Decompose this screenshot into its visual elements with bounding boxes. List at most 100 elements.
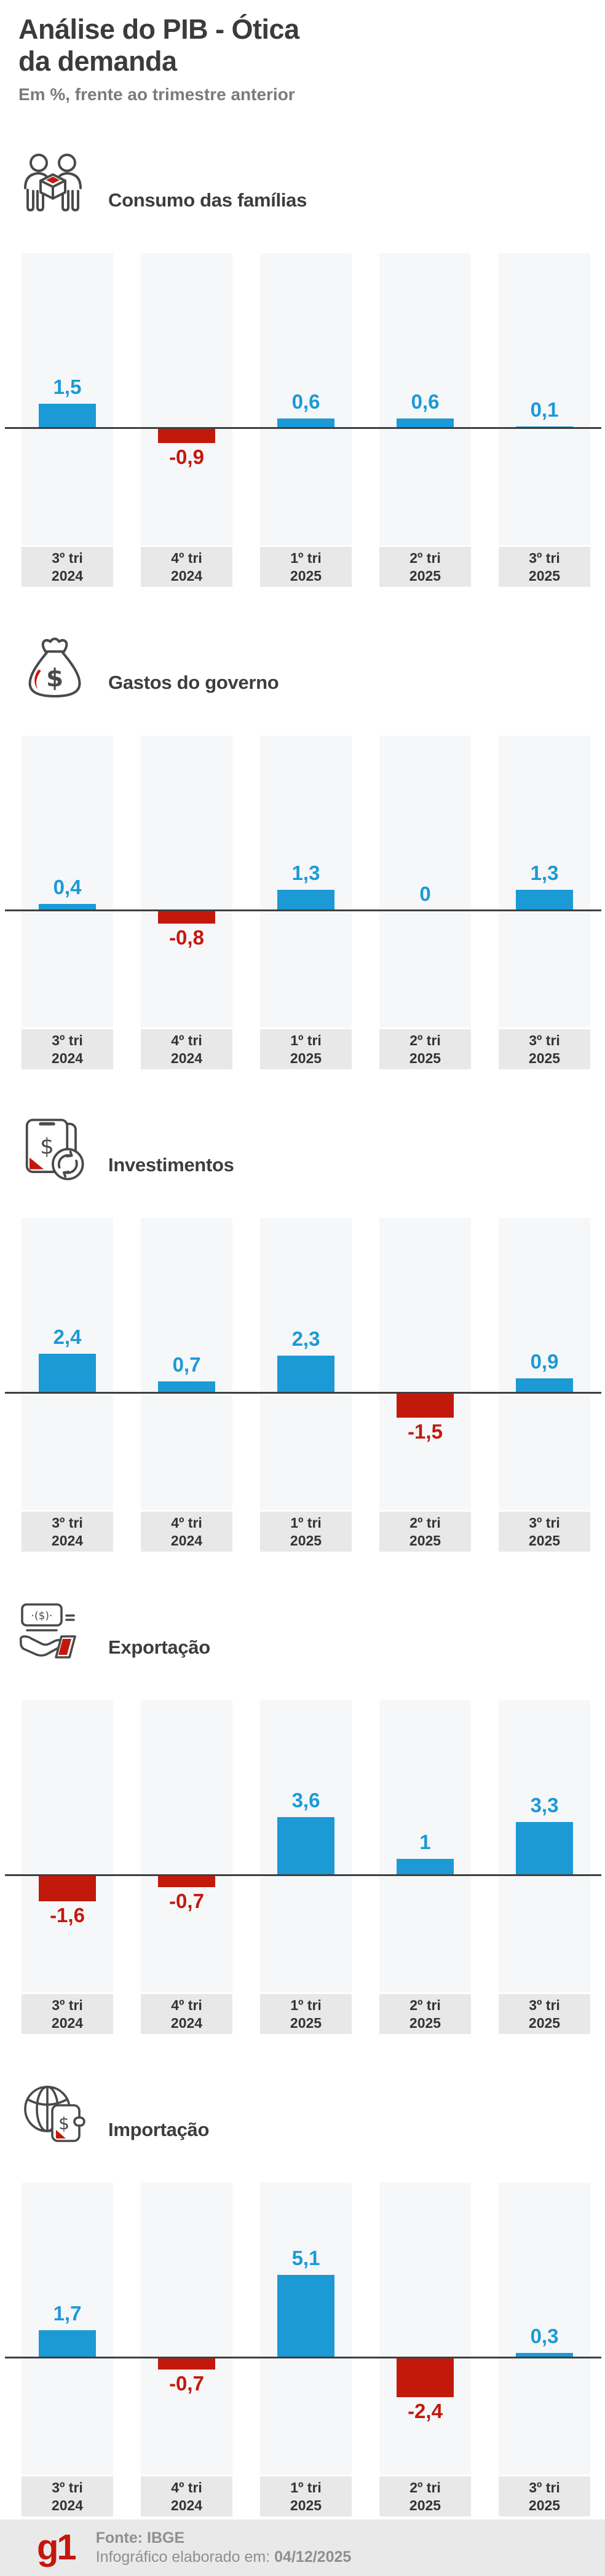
x-axis-label-line1: 3º tri: [529, 2479, 560, 2496]
value-label: 0,7: [172, 1353, 201, 1376]
x-axis-label-line2: 2024: [51, 1050, 84, 1066]
chart-column: 3,3: [499, 1700, 590, 1992]
x-axis-label: 2º tri 2025: [379, 1029, 471, 1069]
x-axis-label-line1: 4º tri: [171, 2479, 202, 2496]
elaborated-label: Infográfico elaborado em:: [95, 2548, 271, 2566]
positive-bar: [277, 418, 334, 428]
chart-column: 2,4: [22, 1218, 113, 1510]
x-axis-label-line1: 1º tri: [290, 2479, 322, 2496]
x-axis-label-line2: 2024: [51, 2497, 84, 2513]
x-axis-label-line1: 2º tri: [409, 1514, 441, 1531]
chart-column: -0,7: [141, 1700, 232, 1992]
value-label: 0,3: [530, 2325, 559, 2347]
positive-bar: [277, 1817, 334, 1875]
positive-bar: [39, 1354, 96, 1393]
elaborated-text: Infográfico elaborado em: 04/12/2025: [96, 2548, 352, 2567]
x-axis-label-line1: 4º tri: [171, 1032, 202, 1048]
globe-wallet-icon: $: [18, 2081, 87, 2146]
infographic-header: Análise do PIB - Ótica da demanda Em %, …: [0, 0, 605, 104]
positive-bar: [516, 890, 573, 911]
x-axis-label-line2: 2025: [409, 1050, 441, 1066]
svg-text:$: $: [58, 2113, 69, 2134]
x-axis-label-line1: 3º tri: [52, 1514, 83, 1531]
x-axis-labels: 3º tri 2024 4º tri 2024 1º tri 2025 2º tri 2025…: [0, 1029, 605, 1069]
chart-column: 1,7: [22, 2183, 113, 2475]
x-axis-label: 3º tri 2024: [22, 547, 113, 587]
money-bag-icon: $: [18, 634, 87, 699]
chart-column: 0,9: [499, 1218, 590, 1510]
x-axis-label-line1: 1º tri: [290, 1997, 322, 2013]
value-label: 0,9: [530, 1350, 559, 1373]
value-label: -0,8: [169, 926, 204, 949]
chart-column: 0,7: [141, 1218, 232, 1510]
x-axis-label-line2: 2024: [170, 2497, 203, 2513]
value-label: 1,5: [53, 375, 82, 398]
x-axis-label: 3º tri 2025: [499, 1512, 590, 1552]
chart-column: -0,8: [141, 736, 232, 1027]
bar-chart: 1,7 -0,7 5,1 -2,4 0,3: [0, 2183, 605, 2475]
value-label: -1,5: [408, 1420, 443, 1443]
negative-bar: [158, 428, 215, 443]
x-axis-label-line2: 2025: [528, 567, 561, 584]
x-axis-label-line2: 2024: [51, 1532, 84, 1549]
value-label: 1,3: [530, 862, 559, 884]
x-axis-label-line1: 3º tri: [529, 549, 560, 566]
chart-column: 0,1: [499, 253, 590, 545]
x-axis-label-line2: 2025: [528, 2497, 561, 2513]
chart-column: 0,6: [260, 253, 352, 545]
value-label: 1: [419, 1831, 431, 1853]
x-axis-label-line1: 3º tri: [529, 1032, 560, 1048]
x-axis-label: 3º tri 2024: [22, 2476, 113, 2516]
positive-bar: [516, 1822, 573, 1875]
bar-chart: 1,5 -0,9 0,6 0,6 0,1: [0, 253, 605, 545]
x-axis-label: 1º tri 2025: [260, 547, 352, 587]
value-label: 2,3: [291, 1327, 320, 1350]
positive-bar: [277, 1356, 334, 1393]
source-text: Fonte: IBGE: [95, 2529, 185, 2547]
x-axis-label-line2: 2025: [528, 2014, 561, 2031]
x-axis-label-line2: 2024: [51, 2014, 84, 2031]
elaborated-date: 04/12/2025: [274, 2548, 352, 2566]
chart-column: 1,3: [260, 736, 352, 1027]
x-axis-label: 3º tri 2024: [22, 1029, 113, 1069]
x-axis-label-line1: 1º tri: [290, 1032, 322, 1048]
x-axis-labels: 3º tri 2024 4º tri 2024 1º tri 2025 2º tri 2025…: [0, 1994, 605, 2034]
x-axis-label-line1: 3º tri: [52, 1032, 83, 1048]
chart-column: -1,5: [379, 1218, 471, 1510]
chart-sections: Consumo das famílias 1,5 -0,9 0,6 0,6 0,1 3º…: [0, 151, 605, 2516]
x-axis-label: 4º tri 2024: [141, 2476, 232, 2516]
section-header: $ Importação: [0, 2081, 605, 2146]
section-title: Consumo das famílias: [108, 189, 307, 211]
page-subtitle: Em %, frente ao trimestre anterior: [18, 85, 295, 104]
negative-bar: [39, 1875, 96, 1901]
chart-column: -1,6: [22, 1700, 113, 1992]
chart-column: 1,3: [499, 736, 590, 1027]
x-axis-label: 1º tri 2025: [260, 2476, 352, 2516]
x-axis-label: 1º tri 2025: [260, 1512, 352, 1552]
svg-text:$: $: [46, 664, 63, 693]
chart-column: 0,6: [379, 253, 471, 545]
negative-bar: [158, 1875, 215, 1887]
x-axis-label: 2º tri 2025: [379, 1512, 471, 1552]
chart-section: ·($)· Exportação -1,6 -0,7 3,6 1 3,3 3º tri 2…: [0, 1598, 605, 2034]
positive-bar: [516, 2353, 573, 2358]
svg-text:$: $: [40, 1134, 54, 1159]
value-label: 0,4: [53, 876, 82, 898]
x-axis-label-line2: 2025: [290, 567, 322, 584]
infographic-footer: g1 Fonte: IBGE Infográfico elaborado em:…: [0, 2519, 605, 2576]
x-axis-line: [5, 1874, 601, 1876]
x-axis-label-line1: 2º tri: [409, 1032, 441, 1048]
x-axis-line: [5, 909, 601, 911]
value-label: 1,3: [291, 862, 320, 884]
x-axis-label-line2: 2025: [290, 1050, 322, 1066]
x-axis-label: 3º tri 2025: [499, 2476, 590, 2516]
chart-column: 0,3: [499, 2183, 590, 2475]
x-axis-label-line2: 2025: [290, 2497, 322, 2513]
value-label: 0: [419, 882, 431, 905]
positive-bar: [277, 890, 334, 911]
x-axis-label-line1: 3º tri: [529, 1514, 560, 1531]
x-axis-label-line1: 3º tri: [52, 2479, 83, 2496]
x-axis-label: 3º tri 2025: [499, 1029, 590, 1069]
hand-banknote-icon: ·($)·: [18, 1598, 87, 1663]
positive-bar: [277, 2275, 334, 2358]
